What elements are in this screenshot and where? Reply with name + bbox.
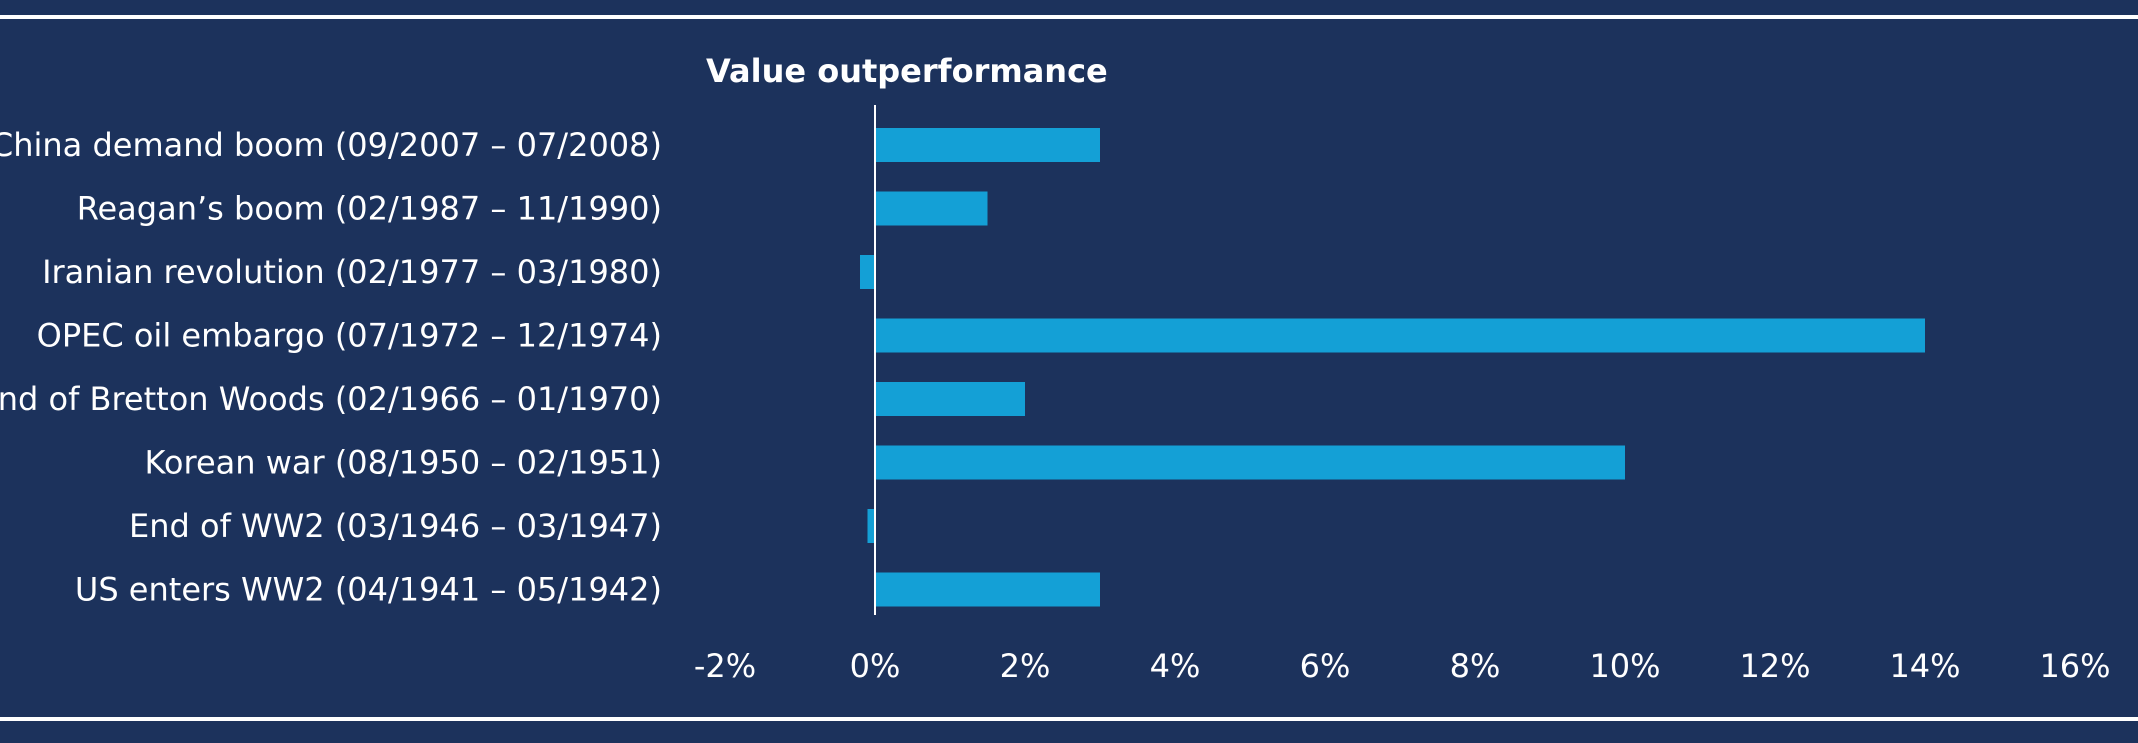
x-tick-label: 10% — [1589, 647, 1660, 685]
bar — [867, 509, 875, 543]
x-tick-label: 6% — [1300, 647, 1351, 685]
bar — [875, 445, 1625, 480]
category-label: Korean war (08/1950 – 02/1951) — [145, 444, 662, 482]
x-tick-label: 14% — [1889, 647, 1960, 685]
x-tick-labels: -2% 0% 2% 4% 6% 8% 10% 12% 14% 16% — [694, 647, 2111, 685]
bar — [875, 572, 1100, 607]
x-tick-label: -2% — [694, 647, 756, 685]
x-tick-label: 8% — [1450, 647, 1501, 685]
x-tick-label: 4% — [1150, 647, 1201, 685]
bars-layer — [860, 128, 1925, 607]
category-label: Iranian revolution (02/1977 – 03/1980) — [42, 253, 662, 291]
category-label: End of WW2 (03/1946 – 03/1947) — [129, 507, 662, 545]
bar — [875, 191, 988, 226]
category-label: Reagan’s boom (02/1987 – 11/1990) — [77, 190, 662, 228]
bar — [875, 382, 1025, 416]
bar — [875, 318, 1925, 353]
bar — [860, 255, 875, 289]
chart-title: Value outperformance — [706, 52, 1108, 90]
category-label: End of Bretton Woods (02/1966 – 01/1970) — [0, 380, 662, 418]
category-label: China demand boom (09/2007 – 07/2008) — [0, 126, 662, 164]
bar — [875, 128, 1100, 162]
x-tick-label: 0% — [850, 647, 901, 685]
category-label: OPEC oil embargo (07/1972 – 12/1974) — [37, 317, 662, 355]
category-label: US enters WW2 (04/1941 – 05/1942) — [75, 571, 662, 609]
x-tick-label: 2% — [1000, 647, 1051, 685]
category-labels: China demand boom (09/2007 – 07/2008) Rea… — [0, 126, 662, 609]
x-tick-label: 16% — [2039, 647, 2110, 685]
x-tick-label: 12% — [1739, 647, 1810, 685]
